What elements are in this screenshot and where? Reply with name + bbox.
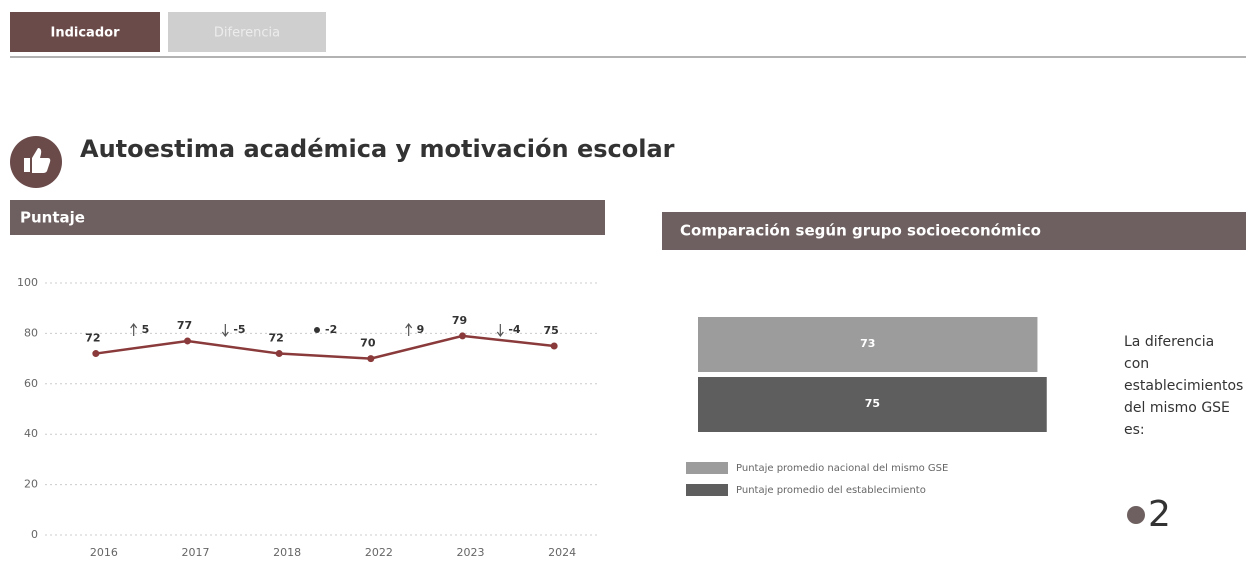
difference-text: del mismo GSE — [1124, 400, 1230, 416]
difference-text: es: — [1124, 422, 1145, 438]
point — [459, 332, 466, 340]
change-label: -5 — [233, 323, 245, 336]
change-label: 5 — [142, 323, 150, 336]
x-tick-label: 2016 — [90, 546, 118, 559]
y-tick-label: 20 — [24, 478, 38, 491]
bar-label: 75 — [865, 397, 880, 410]
line — [95, 334, 555, 360]
x-tick-label: 2018 — [273, 546, 301, 559]
legend-label: Puntaje promedio del establecimiento — [736, 485, 926, 496]
legend-swatch — [686, 462, 728, 474]
tab-label[interactable]: Indicador — [51, 26, 121, 41]
point — [92, 350, 100, 358]
x-tick-label: 2024 — [548, 546, 576, 559]
tab-active[interactable] — [10, 12, 160, 52]
x-tick-label: 2017 — [182, 546, 210, 559]
change-icon — [314, 327, 320, 333]
difference-value: 2 — [1148, 494, 1171, 535]
legend-swatch — [686, 484, 728, 496]
change-icon — [221, 324, 229, 337]
value-label: 77 — [177, 319, 192, 332]
change-icon — [130, 323, 138, 336]
panel-title: Comparación según grupo socioeconómico — [680, 222, 1041, 240]
difference-icon — [1127, 506, 1145, 524]
difference-text: La diferencia — [1124, 334, 1214, 350]
tab-label[interactable]: Diferencia — [214, 26, 280, 41]
y-tick-label: 40 — [24, 427, 38, 440]
change-label: 9 — [417, 323, 425, 336]
bar-label: 73 — [860, 337, 875, 350]
value-label: 75 — [544, 324, 559, 337]
change-label: -4 — [508, 323, 521, 336]
bar — [698, 377, 1047, 432]
value-label: 72 — [85, 332, 100, 345]
point — [367, 355, 375, 363]
change-icon — [405, 323, 413, 336]
panel-title: Puntaje — [20, 209, 85, 227]
value-label: 72 — [269, 332, 284, 345]
point — [275, 350, 283, 358]
difference-text: establecimientos — [1124, 378, 1243, 394]
y-tick-label: 60 — [24, 377, 38, 390]
thumb-glyph — [24, 148, 51, 173]
bar — [698, 317, 1038, 372]
value-label: 70 — [360, 337, 376, 350]
panel-header — [662, 212, 1246, 250]
y-tick-label: 0 — [31, 528, 38, 541]
heading: Autoestima académica y motivación escola… — [80, 135, 675, 163]
legend-label: Puntaje promedio nacional del mismo GSE — [736, 463, 948, 474]
point — [550, 342, 558, 350]
panel-header — [10, 200, 605, 235]
difference-text: con — [1124, 356, 1149, 372]
tab-inactive[interactable] — [168, 12, 326, 52]
x-tick-label: 2023 — [457, 546, 485, 559]
change-label: -2 — [325, 323, 337, 336]
y-tick-label: 100 — [17, 276, 38, 289]
value-label: 79 — [452, 314, 467, 327]
x-tick-label: 2022 — [365, 546, 393, 559]
point — [184, 337, 191, 345]
y-tick-label: 80 — [24, 326, 38, 339]
change-icon — [496, 324, 504, 337]
